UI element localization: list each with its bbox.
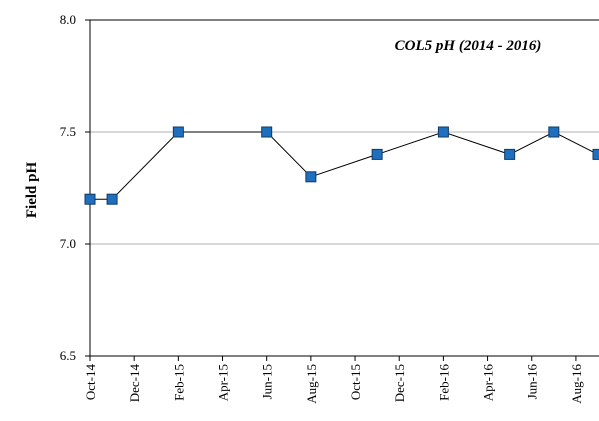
x-tick-label: Aug-15 [304, 364, 319, 404]
x-tick-label: Apr-16 [481, 364, 496, 402]
series-line [90, 131, 599, 200]
marker [172, 126, 184, 138]
x-tick-label: Jun-15 [260, 364, 275, 399]
y-tick-label: 7.0 [60, 236, 76, 251]
marker [371, 148, 383, 160]
marker [106, 193, 118, 205]
plot [84, 126, 599, 205]
y-tick-label: 8.0 [60, 12, 76, 27]
x-tick-label: Dec-15 [392, 364, 407, 402]
chart-title: COL5 pH (2014 - 2016) [395, 38, 542, 54]
marker [548, 126, 560, 138]
marker [592, 148, 599, 160]
x-tick-label: Oct-14 [83, 364, 98, 401]
marker [261, 126, 273, 138]
x-tick-label: Feb-15 [171, 364, 186, 401]
marker [437, 126, 449, 138]
y-axis-label: Field pH [24, 162, 40, 219]
x-tick-label: Aug-16 [569, 364, 584, 404]
x-tick-label: Oct-15 [348, 364, 363, 400]
y-tick-label: 7.5 [60, 124, 76, 139]
y-tick-label: 6.5 [60, 348, 76, 363]
marker [305, 171, 317, 183]
x-tick-label: Dec-14 [127, 364, 142, 403]
marker [504, 148, 516, 160]
x-tick-label: Jun-16 [525, 364, 540, 400]
marker [84, 193, 96, 205]
x-tick-label: Feb-16 [436, 364, 451, 401]
x-tick-label: Apr-15 [216, 364, 231, 401]
